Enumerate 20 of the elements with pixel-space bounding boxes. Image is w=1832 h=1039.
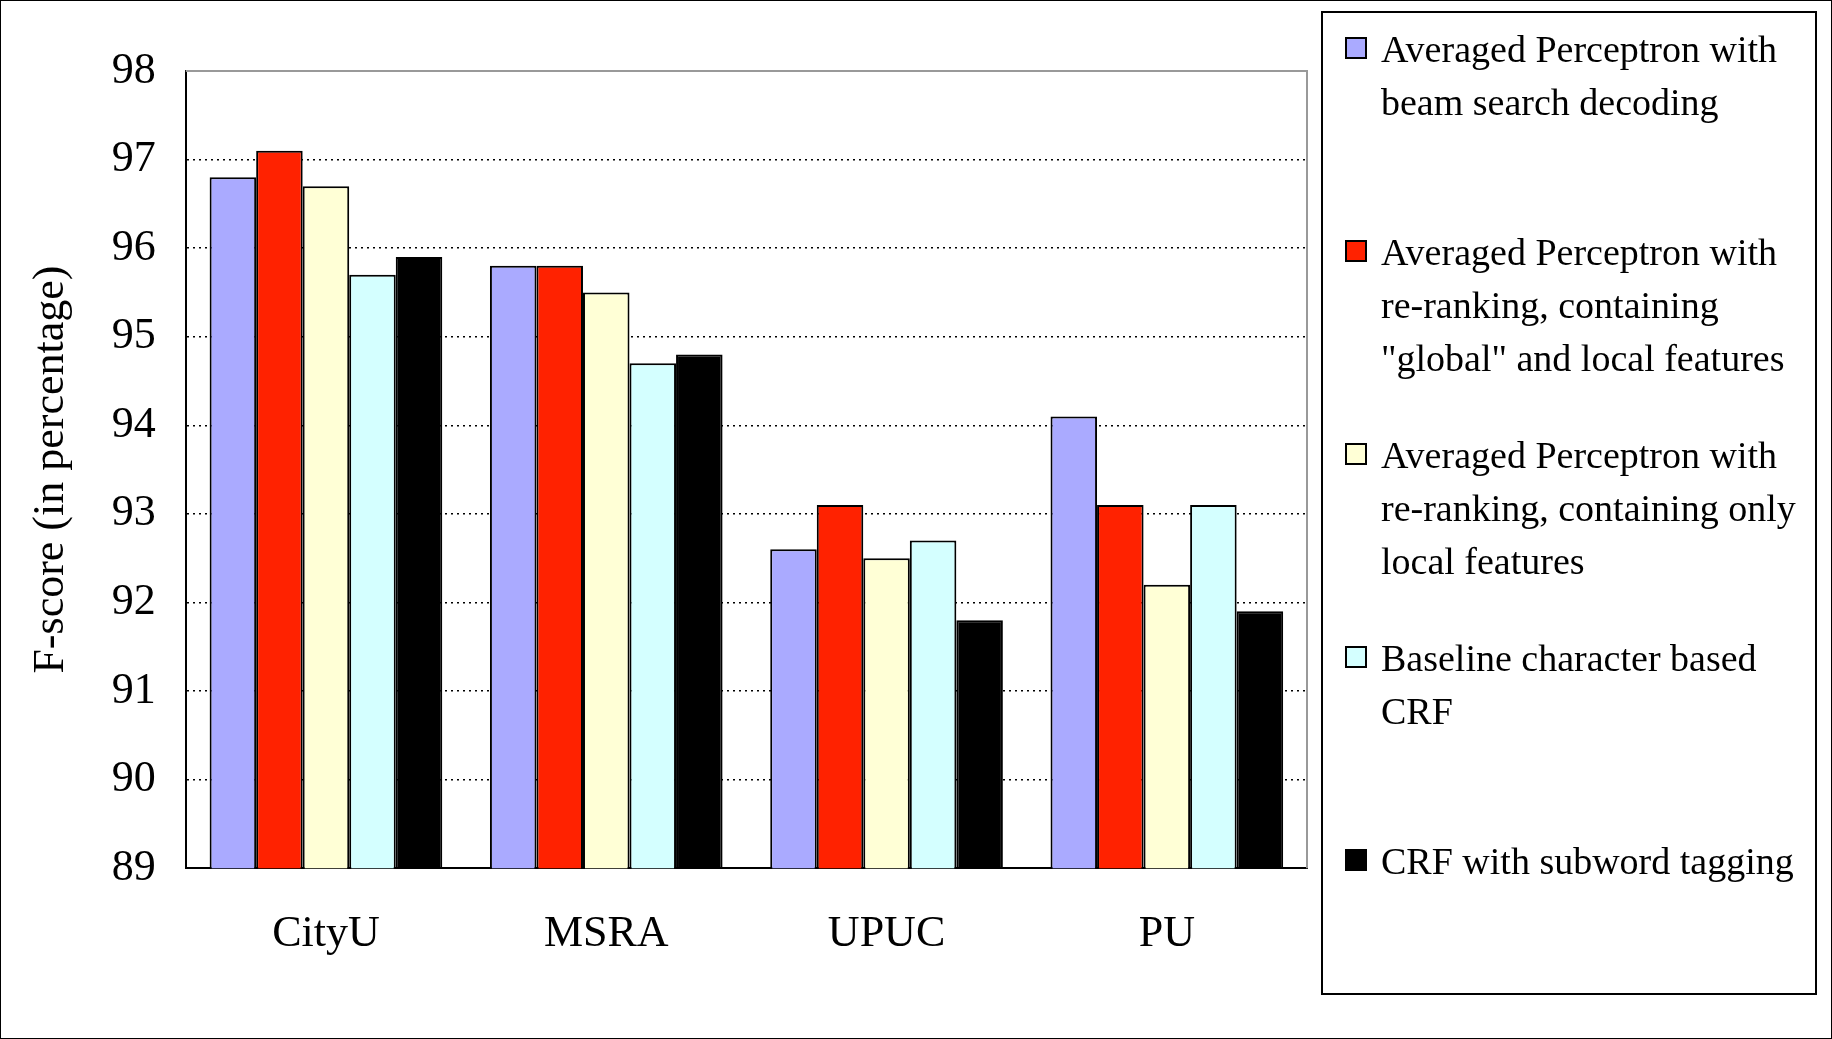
y-tick-label: 91 xyxy=(111,663,156,713)
legend-label: Averaged Perceptron with re-ranking, containing only local features xyxy=(1381,433,1797,584)
y-tick-label: 95 xyxy=(111,309,156,359)
legend-label: Averaged Perceptron with beam search decoding xyxy=(1381,27,1779,125)
legend-label: CRF with subword tagging xyxy=(1381,839,1794,884)
y-tick-label: 92 xyxy=(111,575,156,625)
x-tick-label: PU xyxy=(1138,907,1195,957)
x-tick-label: UPUC xyxy=(827,907,946,957)
x-tick-label: MSRA xyxy=(543,907,669,957)
y-tick-label: 93 xyxy=(111,486,156,536)
y-tick-label: 89 xyxy=(111,840,156,890)
y-tick-label: 90 xyxy=(111,752,156,802)
legend-label: Baseline character based CRF xyxy=(1381,636,1758,734)
y-tick-label: 96 xyxy=(111,220,156,270)
y-axis-title: F-score (in percentage) xyxy=(23,265,73,674)
x-tick-label: CityU xyxy=(272,907,380,957)
y-tick-label: 94 xyxy=(111,397,156,447)
y-tick-label: 98 xyxy=(111,43,156,93)
legend-label: Averaged Perceptron with re-ranking, containing "global" and local features xyxy=(1381,230,1786,381)
y-tick-label: 97 xyxy=(111,132,156,182)
